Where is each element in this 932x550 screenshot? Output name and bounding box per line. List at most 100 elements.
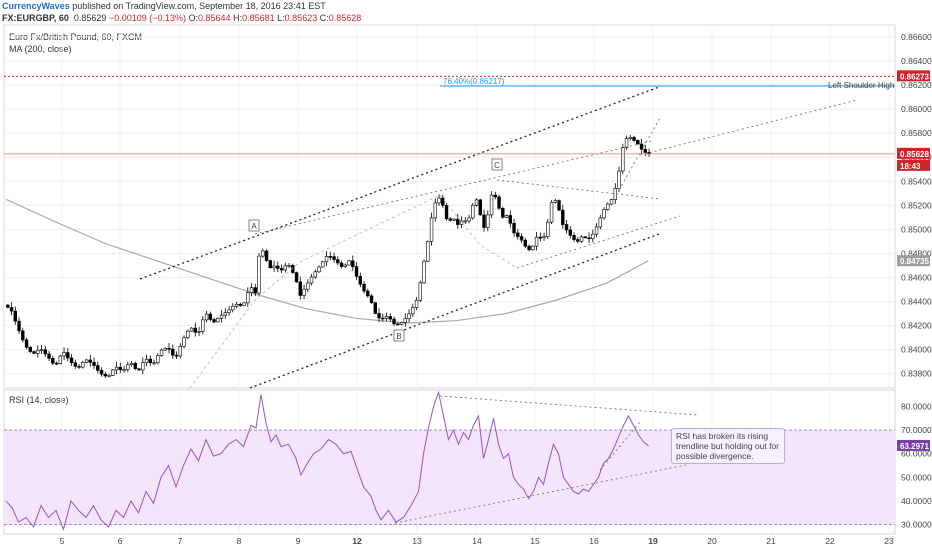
time-tick-label: 6 <box>118 536 123 546</box>
candle-body <box>553 200 558 203</box>
author-link[interactable]: CurrencyWaves <box>2 1 70 11</box>
time-tick-label: 23 <box>884 536 894 546</box>
candle-body <box>463 220 467 223</box>
candle-body <box>617 170 621 189</box>
candle-body <box>598 217 603 228</box>
candle-body <box>321 261 325 268</box>
candle-body <box>137 368 141 371</box>
candle-body <box>88 359 93 363</box>
candle-body <box>36 350 40 354</box>
point-a-label-box <box>248 219 260 232</box>
candle-body <box>182 337 186 347</box>
candle-body <box>429 217 434 242</box>
point-a-label: A <box>251 222 257 231</box>
candle-body <box>549 201 554 223</box>
price-pane <box>3 24 896 389</box>
point-b-label: B <box>396 332 401 341</box>
candle-body <box>339 262 344 267</box>
candle-body <box>403 318 407 323</box>
candle-body <box>508 215 512 224</box>
rsi-steep-trend <box>599 421 641 471</box>
candle-body <box>298 281 302 296</box>
candle-body <box>163 348 167 351</box>
candle-body <box>246 292 250 304</box>
candle-body <box>561 209 565 225</box>
candle-body <box>227 309 231 313</box>
countdown-tag: 18:43 <box>900 162 921 171</box>
time-tick-label: 16 <box>589 536 599 546</box>
candle-body <box>564 224 569 231</box>
candle-body <box>114 366 119 371</box>
rsi-tick-label: 40.0000 <box>901 496 932 506</box>
price-tick-label: 0.86000 <box>901 104 932 114</box>
candle-body <box>13 310 17 322</box>
candle-body <box>257 255 261 294</box>
rsi-line <box>5 390 649 531</box>
candle-body <box>639 143 644 150</box>
candle-body <box>366 290 370 297</box>
candle-body <box>621 147 625 172</box>
time-tick-label: 12 <box>352 536 362 546</box>
candle-body <box>148 358 152 364</box>
resistance-price-tag: 0.86273 <box>900 72 929 81</box>
candle-body <box>92 362 96 366</box>
candle-body <box>587 237 591 240</box>
candle-body <box>261 250 265 257</box>
candle-body <box>234 303 239 307</box>
candle-body <box>399 322 404 325</box>
candle-body <box>287 265 291 267</box>
price-tick-label: 0.85400 <box>901 176 932 186</box>
candle-body <box>306 282 310 290</box>
candle-body <box>103 373 108 377</box>
time-tick-label: 8 <box>237 536 242 546</box>
candle-body <box>212 319 216 323</box>
rsi-tick-label: 50.0000 <box>901 472 932 482</box>
candle-body <box>6 304 10 308</box>
candle-body <box>28 347 32 352</box>
candle-body <box>542 236 546 239</box>
candle-body <box>534 236 539 247</box>
candle-body <box>186 330 190 339</box>
candle-body <box>474 199 479 206</box>
publish-line: CurrencyWaves published on TradingView.c… <box>2 1 326 11</box>
candle-body <box>69 357 74 364</box>
last-price: 0.85629 <box>73 13 107 23</box>
open-label: O: <box>188 13 199 23</box>
candle-body <box>512 223 516 234</box>
candle-body <box>238 303 242 306</box>
price-tick-label: 0.86600 <box>901 32 932 42</box>
candle-body <box>392 318 396 325</box>
candle-body <box>197 331 201 333</box>
candle-body <box>362 283 366 292</box>
resistance-label: Left Shoulder High <box>828 81 894 90</box>
ma200-line <box>5 198 649 324</box>
candle-body <box>99 370 104 375</box>
time-tick-label: 22 <box>825 536 835 546</box>
low-label: L: <box>277 13 285 23</box>
candle-body <box>159 349 164 356</box>
candle-body <box>486 214 490 228</box>
abc-pullback <box>439 194 518 269</box>
candle-body <box>452 218 456 221</box>
open-value: 0.85644 <box>198 13 231 23</box>
candle-body <box>343 264 347 267</box>
point-c-label-box <box>491 158 503 171</box>
candle-body <box>133 363 137 370</box>
candle-body <box>422 260 426 284</box>
low-value: 0.85623 <box>284 13 318 23</box>
price-tick-label: 0.84000 <box>901 345 932 355</box>
candle-body <box>396 323 400 326</box>
candle-body <box>459 220 464 225</box>
candle-body <box>373 302 377 314</box>
candle-body <box>523 239 528 247</box>
candle-body <box>62 352 66 357</box>
candle-body <box>576 239 580 242</box>
descending-trend <box>496 179 661 200</box>
time-tick-label: 20 <box>707 536 717 546</box>
candle-body <box>47 353 51 359</box>
candle-body <box>354 266 359 277</box>
candle-body <box>122 369 126 371</box>
candle-body <box>253 287 257 294</box>
